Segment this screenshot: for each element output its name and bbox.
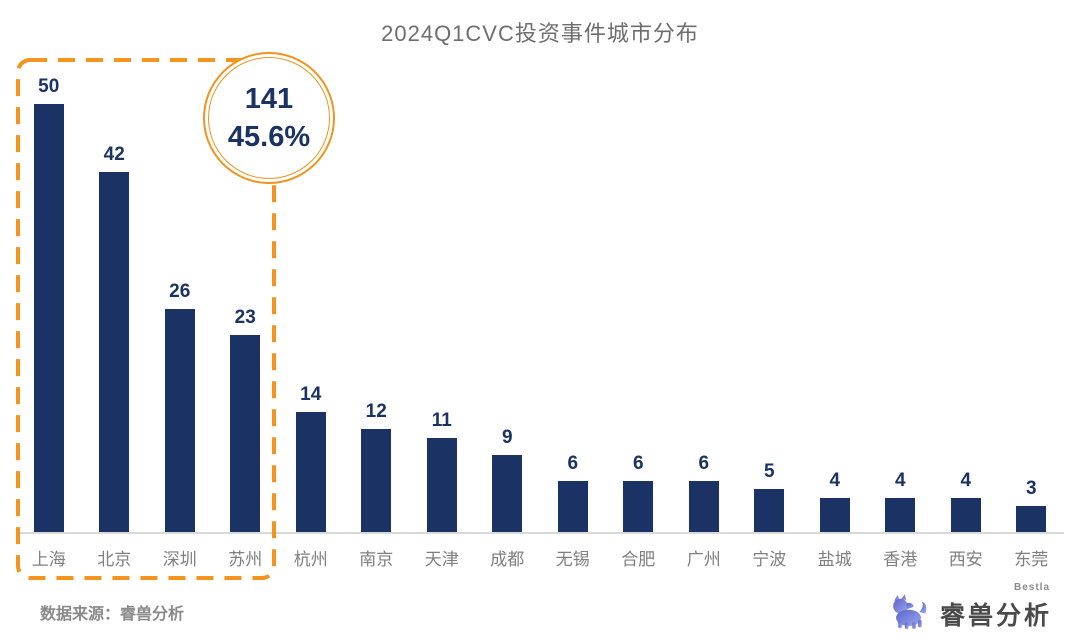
bar bbox=[361, 429, 392, 532]
bar bbox=[99, 172, 130, 532]
bar-group: 11 bbox=[409, 410, 475, 532]
bar bbox=[492, 455, 523, 532]
bar-value-label: 42 bbox=[103, 144, 125, 165]
bar bbox=[819, 498, 850, 532]
brand-sub-label: Bestla bbox=[1013, 582, 1050, 593]
bar-category-label: 香港 bbox=[883, 550, 918, 569]
total-share-badge-inner: 141 45.6% bbox=[208, 57, 330, 179]
badge-total-value: 141 bbox=[244, 82, 294, 115]
bar-value-label: 5 bbox=[763, 461, 775, 482]
beast-icon bbox=[893, 594, 927, 629]
bar-category-label: 北京 bbox=[97, 550, 132, 569]
bar-category-label: 成都 bbox=[490, 550, 525, 569]
bar-group: 50 bbox=[16, 76, 82, 532]
brand-name-label: 睿兽分析 bbox=[939, 602, 1052, 630]
bar-group: 12 bbox=[344, 401, 410, 532]
bar-category-label: 天津 bbox=[424, 550, 459, 569]
bar bbox=[33, 104, 64, 532]
bar-value-label: 9 bbox=[501, 427, 513, 448]
data-source-note: 数据来源：睿兽分析 bbox=[40, 606, 185, 623]
bar-group: 14 bbox=[278, 384, 344, 532]
bar-value-label: 12 bbox=[365, 401, 387, 422]
bar-group: 6 bbox=[606, 453, 672, 532]
brand-logo: Bestla 睿兽分析 bbox=[888, 582, 1052, 632]
badge-share-value: 45.6% bbox=[227, 121, 311, 153]
bar-category-label: 广州 bbox=[686, 550, 721, 569]
bar-value-label: 6 bbox=[698, 453, 710, 474]
bar bbox=[295, 412, 326, 532]
bar-value-label: 3 bbox=[1025, 478, 1037, 499]
bar-group: 9 bbox=[475, 427, 541, 532]
bar-group: 4 bbox=[933, 470, 999, 532]
bar-group: 6 bbox=[540, 453, 606, 532]
bar-value-label: 14 bbox=[300, 384, 322, 405]
bar-category-label: 无锡 bbox=[555, 550, 590, 569]
bar-category-label: 西安 bbox=[948, 550, 983, 569]
bar-value-label: 4 bbox=[894, 470, 906, 491]
bar-group: 3 bbox=[999, 478, 1065, 532]
bar bbox=[885, 498, 916, 532]
bar-category-label: 上海 bbox=[31, 550, 66, 569]
bar bbox=[426, 438, 457, 532]
chart-title: 2024Q1CVC投资事件城市分布 bbox=[381, 21, 699, 46]
brand-text: Bestla 睿兽分析 bbox=[939, 582, 1052, 632]
bar-category-label: 东莞 bbox=[1014, 550, 1049, 569]
bar-category-label: 南京 bbox=[359, 550, 394, 569]
bar bbox=[164, 309, 195, 532]
bar bbox=[230, 335, 261, 532]
bar bbox=[688, 481, 719, 532]
bar-value-label: 11 bbox=[431, 410, 452, 431]
bar bbox=[754, 489, 785, 532]
bar-group: 42 bbox=[82, 144, 148, 532]
bar-category-label: 杭州 bbox=[293, 550, 328, 569]
bar-chart: 50 42 26 23 14 12 11 9 6 6 6 5 4 4 4 3 上海 北京 深圳 苏州 杭州 南京 天津 成都… bbox=[16, 60, 1064, 570]
bar bbox=[623, 481, 654, 532]
bar-group: 4 bbox=[868, 470, 934, 532]
bar bbox=[557, 481, 588, 532]
bar-value-label: 6 bbox=[632, 453, 644, 474]
bar-value-label: 4 bbox=[829, 470, 841, 491]
bar bbox=[950, 498, 981, 532]
bar-value-label: 50 bbox=[38, 76, 60, 97]
bar-category-label: 盐城 bbox=[817, 550, 852, 569]
bar-value-label: 6 bbox=[567, 453, 579, 474]
bar-value-label: 23 bbox=[234, 307, 256, 328]
bar-category-label: 合肥 bbox=[621, 550, 656, 569]
bar bbox=[1016, 506, 1047, 532]
bar-category-label: 苏州 bbox=[228, 550, 263, 569]
labels-row: 上海 北京 深圳 苏州 杭州 南京 天津 成都 无锡 合肥 广州 宁波 盐城 香港 西安 东莞 bbox=[16, 532, 1064, 570]
bar-value-label: 26 bbox=[169, 281, 191, 302]
bar-group: 23 bbox=[213, 307, 279, 532]
bar-group: 26 bbox=[147, 281, 213, 532]
bar-value-label: 4 bbox=[960, 470, 972, 491]
bar-group: 4 bbox=[802, 470, 868, 532]
total-share-badge: 141 45.6% bbox=[203, 52, 335, 184]
bar-group: 5 bbox=[737, 461, 803, 532]
bar-group: 6 bbox=[671, 453, 737, 532]
bar-category-label: 深圳 bbox=[162, 550, 197, 569]
bar-category-label: 宁波 bbox=[752, 550, 787, 569]
bars-row: 50 42 26 23 14 12 11 9 6 6 6 5 4 4 4 3 bbox=[16, 60, 1064, 532]
